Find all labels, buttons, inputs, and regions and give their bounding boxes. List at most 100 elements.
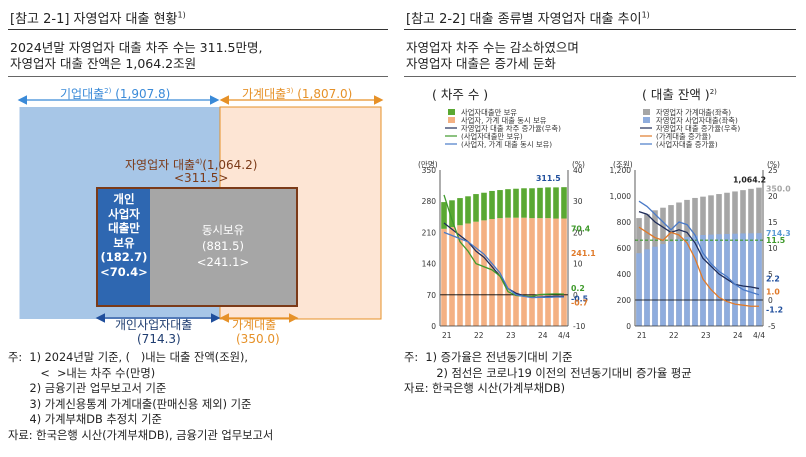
loan-structure-diagram: [17, 95, 384, 323]
right-note-line-0: 주: 1) 증가율은 전년동기대비 기준: [404, 351, 573, 364]
bar-sole-5: [481, 192, 487, 221]
y-left-tick-2: 400: [617, 270, 632, 279]
left-note-line-5: 자료: 한국은행 시산(가계부채DB), 금융기관 업무보고서: [8, 428, 274, 442]
x-tick-4: 4/4: [558, 331, 570, 340]
bar-business-12: [732, 233, 738, 326]
left-note-line-2: 2) 금융기관 업무보고서 기준: [8, 382, 167, 395]
series-line-2: [443, 231, 564, 299]
chart1-title: ( 차주 수 ): [432, 87, 489, 102]
bar-business-13: [740, 233, 746, 326]
bar-sole-12: [537, 187, 543, 219]
both-holding-box: [150, 189, 296, 305]
x-tick-2: 23: [701, 331, 711, 340]
sole-box-line-2: 대출만: [108, 221, 140, 235]
data-label-4: 2.2: [766, 274, 780, 283]
y-left-tick-0: 0: [626, 322, 631, 331]
x-tick-4: 4/4: [753, 331, 765, 340]
sole-box-line-0: 개인: [113, 192, 135, 206]
bar-business-10: [716, 234, 722, 326]
y-right-tick-1: 0: [573, 291, 578, 300]
y-left-tick-1: 200: [617, 296, 632, 305]
bar-both-0: [441, 228, 447, 326]
y-right-tick-1: 0: [768, 296, 773, 305]
right-notes: 주: 1) 증가율은 전년동기대비 기준 2) 점선은 코로나19 이전의 전년…: [404, 350, 692, 397]
bar-both-12: [537, 218, 543, 326]
self-emp-borrowers: <311.5>: [174, 171, 229, 185]
sole-box-line-5: <70.4>: [100, 264, 148, 279]
data-label-2: 714.3: [766, 229, 791, 238]
legend-label-4: (사업자대출 증가율): [656, 140, 718, 149]
y-right-tick-3: 10: [768, 244, 778, 253]
bar-business-14: [748, 233, 754, 326]
legend-label-3: (사업자대출만 보유): [461, 132, 523, 141]
data-label-0: 311.5: [536, 174, 561, 183]
bar-both-2: [457, 225, 463, 326]
bottom-sole-value: (714.3): [137, 332, 181, 346]
series-line-1: [638, 226, 759, 307]
sole-box-line-3: 보유: [113, 235, 135, 250]
chart2-title: ( 대출 잔액 )2): [642, 87, 717, 102]
legend-label-2: 자영업자 대출 차주 증가율(우축): [461, 124, 561, 133]
y-right-tick-3: 20: [573, 228, 583, 237]
left-title-rule: [8, 29, 388, 30]
bar-both-6: [489, 219, 495, 326]
sole-business-box: [98, 189, 150, 305]
bar-sole-1: [449, 200, 455, 228]
y-left-tick-5: 350: [422, 166, 437, 175]
bar-business-4: [668, 241, 674, 326]
legend-label-1: 사업자, 가계 대출 동시 보유: [461, 116, 547, 125]
bar-business-5: [676, 238, 682, 326]
data-label-3: 11.5: [766, 236, 785, 245]
legend-label-1: 자영업자 사업자대출(좌축): [656, 116, 738, 125]
x-tick-0: 21: [442, 331, 452, 340]
bar-sole-2: [457, 198, 463, 226]
data-label-5: 1.0: [766, 288, 780, 297]
legend-label-4: (사업자, 가계 대출 동시 보유): [461, 140, 552, 149]
y-right-unit: (%): [767, 160, 780, 169]
household-loan-label: 가계대출3) (1,807.0): [242, 87, 353, 101]
bar-business-15: [756, 233, 762, 326]
both-box-line-0: 동시보유: [201, 223, 245, 237]
bar-both-1: [449, 227, 455, 326]
self-emp-loan-label: 자영업자 대출4)(1,064.2): [125, 158, 258, 172]
left-note-line-1: < >내는 차주 수(만명): [8, 366, 156, 380]
y-left-tick-0: 0: [431, 322, 436, 331]
bar-sole-4: [473, 194, 479, 222]
data-label-3: 0.2: [571, 284, 585, 293]
bar-both-13: [545, 218, 551, 326]
bar-business-1: [644, 249, 650, 326]
both-box-line-1: (881.5): [202, 239, 244, 253]
self-emp-loan-box: [96, 187, 298, 307]
right-lead-text: 자영업자 차주 수는 감소하였으며 자영업자 대출은 증가세 둔화: [406, 40, 579, 71]
right-note-line-2: 자료: 한국은행 시산(가계부채DB): [404, 382, 565, 395]
bar-sole-0: [441, 202, 447, 229]
bar-both-5: [481, 220, 487, 326]
bar-sole-10: [521, 188, 527, 218]
data-label-5: -0.7: [571, 299, 588, 308]
bottom-household-label: 가계대출: [232, 318, 277, 332]
left-note-line-4: 4) 가계부채DB 추정치 기준: [8, 413, 162, 426]
x-tick-2: 23: [506, 331, 516, 340]
left-panel-title: [참고 2-1] 자영업자 대출 현황1): [10, 10, 186, 27]
bottom-household-value: (350.0): [236, 332, 280, 346]
y-left-unit: (만명): [418, 159, 438, 169]
legend-label-2: 자영업자 대출 증가율(우축): [656, 124, 740, 133]
bar-both-8: [505, 217, 511, 326]
y-right-tick-5: 20: [768, 192, 778, 201]
sole-box-line-1: 사업자: [108, 206, 140, 221]
bar-sole-3: [465, 196, 471, 224]
y-left-tick-3: 210: [422, 228, 437, 237]
sole-box-line-4: (182.7): [100, 250, 148, 264]
x-tick-3: 24: [538, 331, 548, 340]
sole-business-text: 개인 사업자 대출만 보유 (182.7) <70.4>: [98, 192, 150, 279]
bar-business-11: [724, 233, 730, 326]
y-left-unit: (조원): [613, 160, 633, 169]
right-title-rule: [404, 29, 796, 30]
bottom-sole-label: 개인사업자대출: [115, 318, 193, 332]
y-left-tick-1: 70: [426, 291, 436, 300]
left-notes: 주: 1) 2024년말 기준, ( )내는 대출 잔액(조원), < >내는 …: [8, 350, 273, 443]
left-lead-text: 2024년말 자영업자 대출 차주 수는 311.5만명, 자영업자 대출 잔액…: [10, 40, 263, 71]
bar-sole-11: [529, 188, 535, 219]
bar-business-2: [652, 246, 658, 326]
y-left-tick-5: 1,000: [610, 192, 632, 201]
